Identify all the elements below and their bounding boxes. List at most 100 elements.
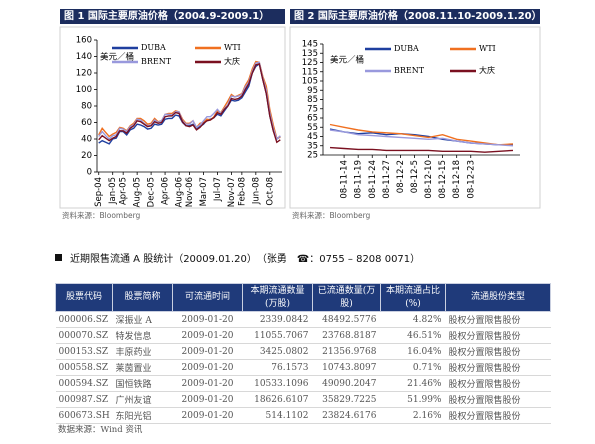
table-cell: 4.82%	[380, 311, 446, 328]
header-cell: 已流通数量(万股)	[312, 283, 381, 312]
header-cell: 流通股份类型	[445, 283, 551, 312]
x-tick-label: Apr-05	[119, 177, 129, 205]
section-title: 近期限售流通 A 股统计（20009.01.20） （张勇 ☎：0755 – 8…	[70, 254, 421, 265]
bullet	[55, 254, 62, 261]
table-cell: 18626.6107	[242, 391, 313, 408]
x-tick-label: Mar-07	[199, 177, 209, 206]
legend-label: WTI	[479, 44, 496, 53]
table-cell: 股权分置限售股份	[445, 327, 551, 344]
table-row: 000558.SZ 莱茵置业 2009-01-20 76.1573 10743.8097…	[55, 359, 551, 376]
table-cell: 46.51%	[380, 327, 446, 344]
table-cell: 16.04%	[380, 343, 446, 360]
table-cell: 0.71%	[380, 359, 446, 376]
table-cell: 股权分置限售股份	[445, 343, 551, 360]
table-cell: 股权分置限售股份	[445, 407, 551, 424]
table-cell: 51.99%	[380, 391, 446, 408]
x-tick-label: Jun-08	[251, 177, 261, 205]
chart-source: 资料来源：Bloomberg	[62, 210, 141, 220]
x-tick-label: 08-12-18	[452, 160, 462, 199]
table-cell: 35829.7225	[312, 391, 381, 408]
y-tick-label: 140	[76, 52, 92, 62]
unit-label: 美元／桶	[100, 52, 134, 63]
y-tick-label: 85	[307, 95, 318, 105]
legend-label: BRENT	[394, 66, 425, 75]
table-cell: 21356.9768	[312, 343, 381, 360]
table-cell: 2009-01-20	[172, 311, 243, 328]
table-cell: 东阳光铝	[112, 407, 173, 424]
table-cell: 股权分置限售股份	[445, 375, 551, 392]
table-cell: 48492.5776	[312, 311, 381, 328]
table-cell: 股权分置限售股份	[445, 359, 551, 376]
y-tick-label: 125	[302, 58, 318, 68]
x-tick-label: Dec-05	[147, 177, 157, 207]
table-cell: 49090.2047	[312, 375, 381, 392]
chart-title: 图 2 国际主要原油价格（2008.11.10-2009.1.20）	[290, 9, 540, 24]
x-tick-label: Nov-06	[185, 177, 195, 207]
table-cell: 广州友谊	[112, 391, 173, 408]
table-row: 000006.SZ 深振业 A 2009-01-20 2339.0842 48492.5…	[55, 311, 551, 328]
table-cell: 23824.6176	[312, 407, 381, 424]
x-tick-label: Feb-08	[237, 177, 247, 206]
table-cell: 2009-01-20	[172, 375, 243, 392]
table-cell: 莱茵置业	[112, 359, 173, 376]
header-cell: 本期流通占比(%)	[380, 283, 446, 312]
table-cell: 600673.SH	[55, 407, 113, 424]
table-cell: 000153.SZ	[55, 343, 113, 360]
table-cell: 特发信息	[112, 327, 173, 344]
legend-label: WTI	[224, 43, 241, 52]
y-tick-label: 145	[302, 40, 318, 50]
table-row: 000070.SZ 特发信息 2009-01-20 11055.7067 23768.8…	[55, 327, 551, 344]
table: 股票代码 股票简称 可流通时间 本期流通数量(万股) 已流通数量(万股) 本期流通占比(%…	[55, 283, 551, 424]
section-heading: 近期限售流通 A 股统计（20009.01.20） （张勇 ☎：0755 – 8…	[55, 250, 420, 265]
table-cell: 2009-01-20	[172, 327, 243, 344]
unit-label: 美元／桶	[330, 55, 364, 66]
table-cell: 2009-01-20	[172, 407, 243, 424]
x-tick-label: Jul-07	[213, 177, 223, 202]
x-tick-label: Oct-08	[265, 177, 275, 206]
legend-label: DUBA	[394, 44, 419, 53]
x-tick-label: Nov-07	[227, 177, 237, 207]
x-tick-label: 08-11-27	[382, 160, 392, 199]
header-cell: 本期流通数量(万股)	[242, 283, 313, 312]
y-tick-label: 0	[87, 168, 92, 178]
y-tick-label: 160	[76, 36, 92, 46]
table-cell: 2009-01-20	[172, 359, 243, 376]
table-cell: 11055.7067	[242, 327, 313, 344]
y-tick-label: 25	[307, 151, 318, 161]
y-tick-label: 115	[302, 67, 318, 77]
legend-label: 大庆	[224, 56, 240, 66]
table-cell: 514.1102	[242, 407, 313, 424]
x-tick-label: Sep-04	[94, 177, 104, 207]
y-tick-label: 120	[76, 69, 92, 79]
table-cell: 21.46%	[380, 375, 446, 392]
table-cell: 国恒铁路	[112, 375, 173, 392]
table-cell: 23768.8187	[312, 327, 381, 344]
series-line	[329, 123, 514, 146]
table-row: 000153.SZ 丰原药业 2009-01-20 3425.0802 21356.97…	[55, 343, 551, 360]
table-cell: 2009-01-20	[172, 343, 243, 360]
chart-title: 图 1 国际主要原油价格（2004.9-2009.1）	[60, 9, 285, 24]
x-tick-label: 08-12-5	[410, 160, 420, 193]
x-tick-label: 08-12-2	[396, 160, 406, 193]
table-cell: 2.16%	[380, 407, 446, 424]
table-cell: 股权分置限售股份	[445, 311, 551, 328]
header-cell: 股票代码	[55, 283, 113, 312]
y-tick-label: 55	[307, 123, 318, 133]
table-source: 数据来源：Wind 资讯	[58, 425, 143, 435]
table-cell: 2009-01-20	[172, 391, 243, 408]
x-tick-label: 08-12-23	[466, 160, 476, 199]
series-line	[329, 129, 514, 147]
table-cell: 3425.0802	[242, 343, 313, 360]
table-cell: 000070.SZ	[55, 327, 113, 344]
y-tick-label: 60	[81, 118, 92, 128]
table-row: 600673.SH 东阳光铝 2009-01-20 514.1102 23824.617…	[55, 407, 551, 424]
y-tick-label: 100	[76, 85, 92, 95]
y-tick-label: 75	[307, 104, 318, 114]
y-tick-label: 65	[307, 114, 318, 124]
y-tick-label: 135	[302, 49, 318, 59]
x-tick-label: Aug-05	[133, 177, 143, 207]
x-tick-label: 08-11-14	[340, 160, 350, 199]
x-tick-label: 08-12-15	[438, 160, 448, 199]
y-tick-label: 45	[307, 132, 318, 142]
